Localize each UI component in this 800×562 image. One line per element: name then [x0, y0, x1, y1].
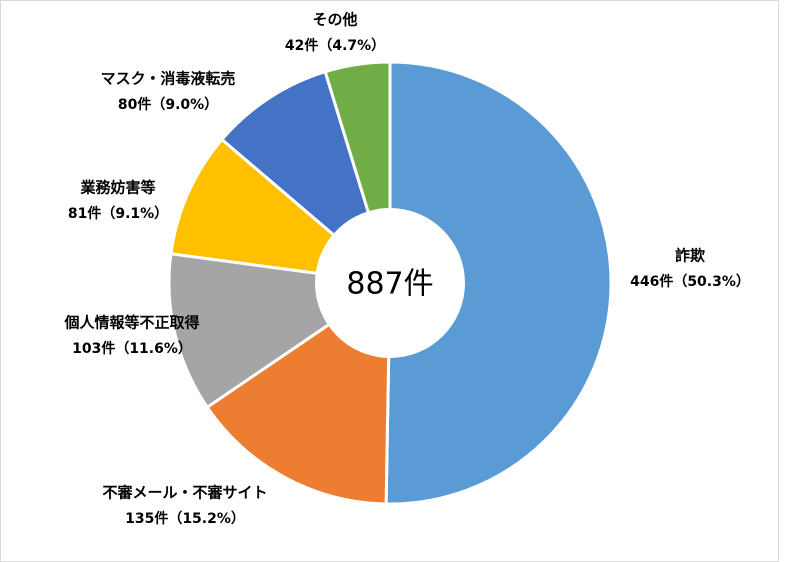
- value-label: 42件（4.7%）: [285, 37, 385, 54]
- value-label: 135件（15.2%）: [125, 510, 245, 527]
- category-label: マスク・消毒液転売: [101, 70, 236, 88]
- value-label: 80件（9.0%）: [118, 96, 218, 113]
- slice: [384, 60, 613, 506]
- value-label: 446件（50.3%）: [630, 273, 750, 290]
- category-label: その他: [312, 11, 357, 29]
- center-label: 887件: [346, 267, 433, 302]
- category-label: 不審メール・不審サイト: [102, 484, 267, 502]
- category-label: 詐欺: [675, 247, 705, 265]
- category-label: 個人情報等不正取得: [63, 314, 199, 332]
- value-label: 103件（11.6%）: [72, 340, 192, 357]
- category-label: 業務妨害等: [79, 179, 155, 197]
- donut-hole: [315, 208, 465, 358]
- value-label: 81件（9.1%）: [68, 205, 168, 222]
